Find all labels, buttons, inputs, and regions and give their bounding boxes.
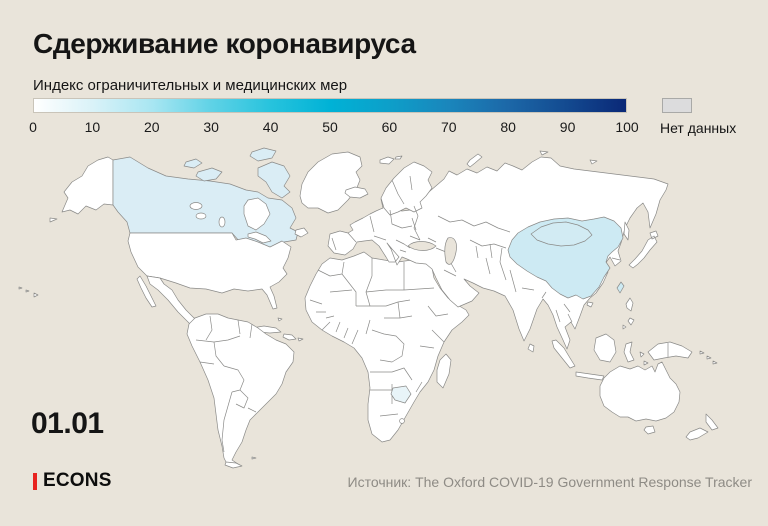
caspian-sea [444,237,457,265]
no-data-swatch [662,98,692,113]
greenland [299,151,363,214]
country-canada-islands [183,147,291,199]
south-america-borders [195,315,257,453]
lake-shape [218,216,226,228]
lake-shape [195,212,207,220]
logo-accent-bar [33,472,37,490]
eurasia-borders [331,175,621,323]
date-label: 01.01 [31,407,104,440]
country-shape [61,156,114,215]
new-guinea [647,341,693,361]
colorbar-tick-label: 20 [144,119,160,135]
scandinavia [380,161,433,216]
island-shape [282,333,297,341]
world-landmasses [18,147,719,469]
hudson-bay [243,197,271,231]
source-attribution: Источник: The Oxford COVID-19 Government… [347,474,752,490]
legend-caption: Индекс ограничительных и медицинских мер [33,77,348,94]
island-shape [527,301,594,353]
colorbar-tick-label: 70 [441,119,457,135]
philippines [622,297,635,330]
colorbar-tick-label: 90 [559,119,576,135]
island-shape [699,350,718,365]
colorbar-tick-label: 10 [84,119,101,135]
colorbar-tick-label: 100 [615,119,639,135]
island-shape [224,456,257,469]
sulawesi [623,341,635,363]
colorbar-tick-label: 60 [381,119,398,135]
africa-borders [309,258,449,417]
econs-logo: ECONS [33,470,112,492]
madagascar [436,353,452,389]
new-zealand [685,413,719,441]
baja-peninsula [136,275,157,308]
country-shape [186,313,295,467]
colorbar-tick-label: 30 [203,119,219,135]
country-botswana [390,385,412,404]
country-taiwan [616,281,625,294]
logo-text: ECONS [43,470,112,491]
island-shape [379,155,403,165]
colorbar-tick-label: 0 [29,119,37,135]
australia [599,361,681,422]
lake-shape [247,231,272,244]
borneo [593,333,617,363]
lesotho [399,418,405,424]
colorbar-ticks: 0 10 20 30 40 50 60 70 80 90 100 [29,119,639,137]
colorbar-gradient [33,98,627,113]
java [575,371,605,381]
hawaii [18,286,39,298]
no-data-label: Нет данных [660,120,737,136]
lake-shape [189,202,203,210]
page-title: Сдерживание коронавируса [33,28,416,59]
island-shape [294,227,309,238]
japan [628,230,659,269]
colorbar-tick-label: 40 [262,119,279,135]
colorbar-tick-label: 50 [322,119,338,135]
colorbar-tick-label: 80 [500,119,516,135]
sumatra [551,339,576,369]
tasmania [643,425,656,435]
sakhalin [623,221,630,241]
island-shape [344,186,369,199]
island-shape [466,150,598,168]
country-mongolia [530,221,593,247]
black-sea [407,241,437,251]
island-shape [49,217,58,223]
